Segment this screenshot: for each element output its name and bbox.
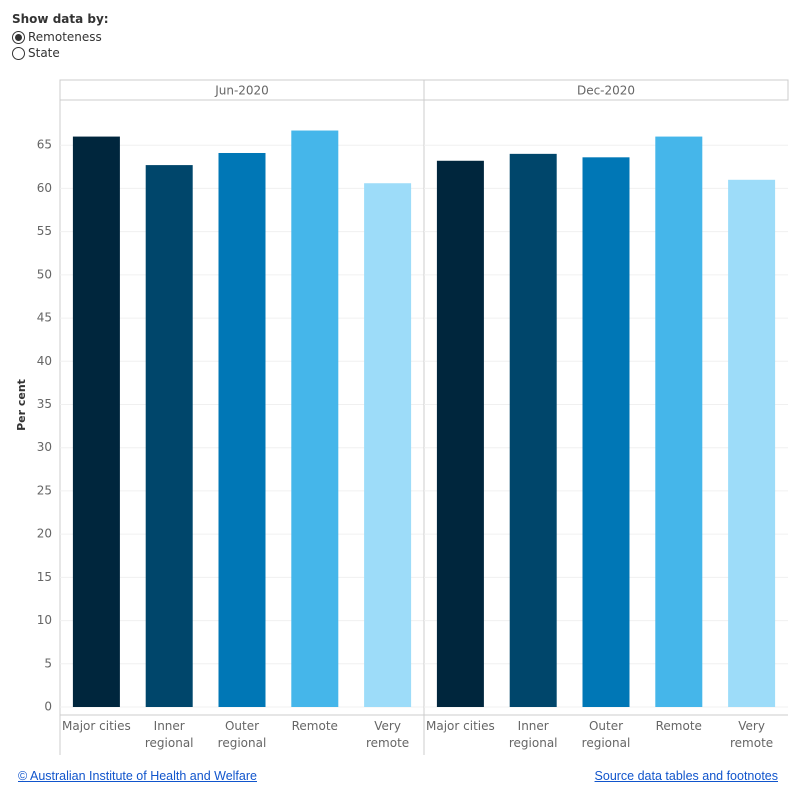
radio-button[interactable] bbox=[12, 46, 25, 60]
radio-label: State bbox=[28, 46, 60, 60]
x-tick-label-box: Very remote bbox=[366, 719, 410, 750]
bar bbox=[145, 165, 193, 708]
y-tick-label: 60 bbox=[37, 181, 52, 195]
x-tick-label: Outer regional bbox=[217, 719, 267, 750]
x-tick-label-box: Remote bbox=[655, 719, 702, 733]
y-tick-label: 10 bbox=[37, 613, 52, 627]
bar bbox=[728, 179, 776, 708]
options: Remoteness State bbox=[12, 29, 109, 61]
y-tick-label: 25 bbox=[37, 483, 52, 497]
y-tick-label: 65 bbox=[37, 138, 52, 152]
source-link[interactable]: Source data tables and footnotes bbox=[594, 769, 778, 783]
copyright-link[interactable]: © Australian Institute of Health and Wel… bbox=[18, 769, 257, 783]
bar bbox=[291, 130, 339, 707]
bar bbox=[72, 136, 120, 708]
controls: Show data by: Remoteness State bbox=[12, 12, 109, 61]
x-tick-label: Inner regional bbox=[508, 719, 558, 750]
y-tick-label: 0 bbox=[44, 700, 52, 714]
radio-option[interactable]: Remoteness bbox=[12, 29, 109, 45]
y-tick-label: 50 bbox=[37, 267, 52, 281]
x-tick-label-box: Major cities bbox=[62, 719, 131, 733]
x-tick-label: Remote bbox=[291, 719, 338, 733]
x-tick-label-box: Remote bbox=[291, 719, 338, 733]
x-tick-label: Outer regional bbox=[581, 719, 631, 750]
y-tick-label: 55 bbox=[37, 224, 52, 238]
x-tick-label-box: Inner regional bbox=[144, 719, 194, 750]
x-tick-label-box: Outer regional bbox=[581, 719, 631, 750]
radio-button[interactable] bbox=[12, 30, 25, 44]
x-tick-label-box: Very remote bbox=[730, 719, 774, 750]
radio-label: Remoteness bbox=[28, 30, 102, 44]
panel-title: Dec-2020 bbox=[577, 84, 635, 98]
x-tick-label-box: Major cities bbox=[426, 719, 495, 733]
bar bbox=[655, 136, 703, 708]
controls-label: Show data by: bbox=[12, 12, 109, 26]
x-tick-label: Very remote bbox=[366, 719, 410, 750]
bar bbox=[364, 183, 412, 707]
radio-option[interactable]: State bbox=[12, 45, 109, 61]
y-tick-label: 20 bbox=[37, 527, 52, 541]
x-tick-label: Very remote bbox=[730, 719, 774, 750]
bar bbox=[218, 152, 266, 707]
y-tick-label: 45 bbox=[37, 311, 52, 325]
x-tick-label: Inner regional bbox=[144, 719, 194, 750]
y-tick-label: 40 bbox=[37, 354, 52, 368]
y-tick-label: 15 bbox=[37, 570, 52, 584]
x-tick-label-box: Inner regional bbox=[508, 719, 558, 750]
panel-title: Jun-2020 bbox=[214, 84, 269, 98]
x-tick-label: Remote bbox=[655, 719, 702, 733]
y-tick-label: 5 bbox=[44, 656, 52, 670]
x-tick-label: Major cities bbox=[426, 719, 495, 733]
bar bbox=[436, 160, 484, 707]
y-axis-label: Per cent bbox=[15, 379, 28, 431]
y-tick-label: 35 bbox=[37, 397, 52, 411]
chart: Jun-2020 0 5 10 15 20 25 30 35 40 45 50 55 60 65 Per ce… bbox=[15, 79, 789, 755]
y-tick-label: 30 bbox=[37, 440, 52, 454]
bar bbox=[509, 153, 557, 707]
x-tick-label-box: Outer regional bbox=[217, 719, 267, 750]
bar bbox=[582, 157, 630, 708]
x-tick-label: Major cities bbox=[62, 719, 131, 733]
